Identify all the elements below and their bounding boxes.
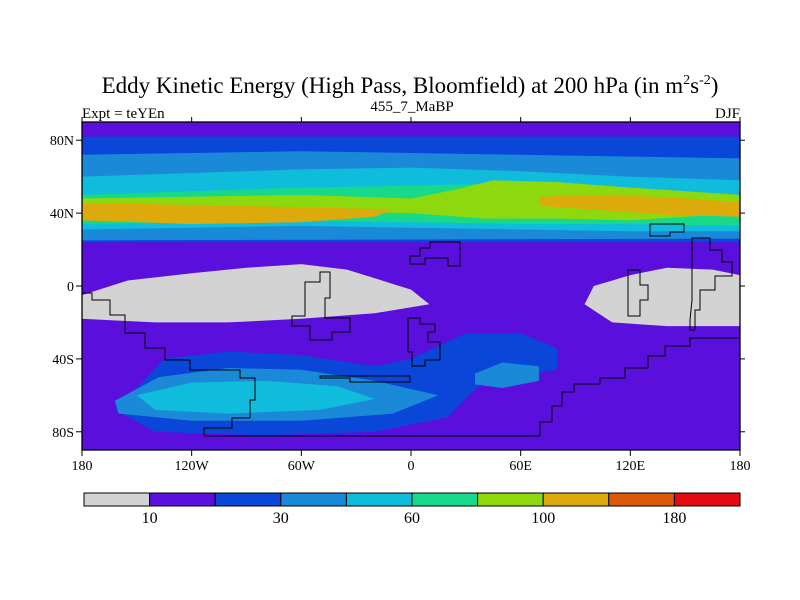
colorbar: 10 30 60 100 180	[83, 492, 741, 527]
x-tick-label-2: 60W	[288, 459, 316, 474]
x-tick-label-1: 120W	[175, 459, 210, 474]
colorbar-box-2	[214, 492, 282, 507]
contour-band-8	[82, 264, 430, 323]
axis-ticks: 180 120W 60W 0 60E 120E 180 80N 40N 0 40S 80S	[50, 117, 751, 474]
colorbar-label-2: 60	[404, 510, 420, 527]
x-tick-label-0: 180	[72, 459, 93, 474]
colorbar-box-7	[542, 492, 610, 507]
right-string: DJF	[715, 106, 740, 122]
colorbar-box-3	[280, 492, 347, 507]
colorbar-box-0	[83, 492, 151, 507]
contour-band-13	[475, 362, 539, 388]
colorbar-label-3: 100	[531, 510, 555, 527]
left-string: Expt = teYEn	[82, 106, 165, 122]
colorbar-box-9	[673, 492, 741, 507]
colorbar-box-6	[477, 492, 544, 507]
y-tick-label-4: 80S	[52, 426, 74, 441]
contour-band-7	[538, 194, 740, 217]
center-string: 455_7_MaBP	[370, 99, 453, 115]
y-tick-label-0: 80N	[50, 134, 74, 149]
x-tick-label-3: 0	[408, 459, 415, 474]
contour-band-12	[136, 380, 375, 414]
colorbar-label-0: 10	[142, 510, 158, 527]
x-tick-label-4: 60E	[509, 459, 532, 474]
contour-band-9	[584, 267, 740, 327]
colorbar-label-1: 30	[273, 510, 289, 527]
y-tick-label-2: 0	[67, 280, 74, 295]
colorbar-box-5	[411, 492, 479, 507]
y-tick-label-1: 40N	[50, 207, 74, 222]
colorbar-box-8	[608, 492, 675, 507]
coastline-outline	[82, 223, 740, 437]
x-tick-label-6: 180	[730, 459, 751, 474]
x-tick-label-5: 120E	[616, 459, 646, 474]
contour-field	[82, 122, 740, 436]
colorbar-box-4	[345, 492, 413, 507]
colorbar-label-4: 180	[662, 510, 686, 527]
y-tick-label-3: 40S	[52, 353, 74, 368]
chart-title: Eddy Kinetic Energy (High Pass, Bloomfie…	[102, 73, 719, 98]
colorbar-box-1	[149, 492, 216, 507]
contour-band-6	[82, 204, 393, 224]
